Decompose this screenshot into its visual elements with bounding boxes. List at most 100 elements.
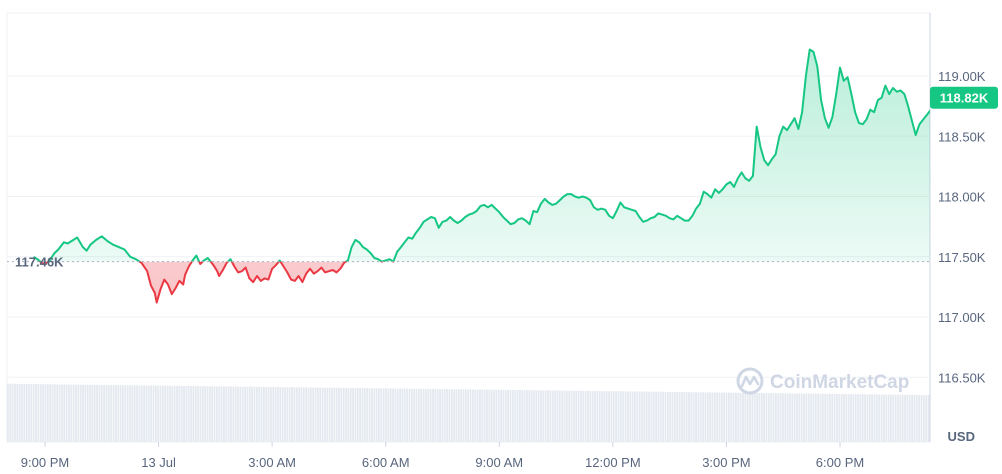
volume-bar: [39, 384, 42, 442]
volume-bar: [800, 393, 803, 442]
volume-bar: [239, 386, 242, 442]
volume-bar: [791, 393, 794, 442]
volume-bar: [185, 386, 188, 442]
volume-bar: [772, 393, 775, 442]
volume-bar: [890, 394, 892, 442]
volume-bar: [549, 390, 552, 442]
volume-bar: [894, 394, 897, 442]
volume-bar: [521, 390, 524, 442]
volume-bar: [293, 387, 296, 442]
volume-bar: [72, 384, 75, 442]
last-price-badge-bg: [930, 86, 998, 109]
volume-bar: [864, 394, 866, 442]
volume-bar: [540, 390, 542, 442]
volume-bar: [918, 395, 921, 442]
volume-bar: [699, 392, 702, 442]
volume-bar: [237, 386, 239, 442]
volume-bar: [349, 387, 352, 442]
volume-bar: [922, 395, 925, 442]
volume-bar: [558, 390, 561, 442]
volume-bar: [906, 394, 909, 442]
volume-bar: [98, 385, 101, 442]
volume-bar: [570, 390, 573, 442]
volume-bar: [396, 388, 399, 442]
volume-bar: [439, 389, 441, 442]
volume-bar: [298, 387, 300, 442]
volume-bar: [526, 390, 528, 442]
volume-bar: [385, 388, 387, 442]
volume-bar: [410, 388, 413, 442]
volume-bar: [584, 390, 587, 442]
volume-bar: [732, 392, 735, 442]
volume-bar: [885, 394, 888, 442]
volume-bar: [178, 385, 181, 442]
volume-bar: [37, 383, 40, 442]
volume-bar: [413, 388, 416, 442]
volume-bar: [845, 394, 848, 442]
volume-bar: [587, 390, 589, 442]
volume-bar: [716, 392, 719, 442]
volume-bar: [603, 391, 606, 442]
volume-bar: [650, 391, 653, 442]
volume-bar: [497, 389, 500, 442]
volume-bar: [51, 384, 54, 442]
volume-bar: [688, 392, 690, 442]
volume-bar: [664, 391, 667, 442]
volume-bar: [371, 388, 373, 442]
volume-bar: [331, 387, 333, 442]
volume-bar: [429, 389, 432, 442]
volume-bar: [725, 392, 728, 442]
volume-bar: [659, 391, 662, 442]
volume-bar: [674, 391, 676, 442]
open-price-label: 117.46K: [15, 255, 64, 270]
volume-bar: [187, 385, 190, 442]
volume-bar: [154, 385, 157, 442]
x-tick-label: 6:00 AM: [362, 455, 410, 469]
volume-bar: [373, 388, 376, 442]
volume-bar: [784, 393, 787, 442]
volume-bar: [920, 394, 923, 442]
volume-bar: [483, 389, 486, 442]
volume-bar: [476, 389, 479, 442]
volume-bar: [147, 385, 150, 442]
volume-bar: [129, 385, 131, 442]
x-tick-label: 3:00 PM: [702, 455, 750, 469]
volume-bar: [441, 389, 444, 442]
x-axis-ticks: 9:00 PM 13 Jul 3:00 AM 6:00 AM 9:00 AM 12:00 …: [21, 442, 864, 470]
volume-bar: [479, 389, 481, 442]
volume-bar: [340, 387, 343, 442]
volume-bar: [408, 388, 411, 442]
volume-bar: [302, 387, 305, 442]
volume-bar: [446, 389, 448, 442]
volume-bar: [774, 393, 777, 442]
volume-bar: [598, 391, 601, 442]
volume-bar: [11, 383, 14, 442]
volume-bar: [767, 393, 770, 442]
volume-bar: [624, 391, 627, 442]
volume-bar: [511, 389, 514, 442]
price-area-up: [33, 49, 930, 262]
volume-bar: [312, 387, 315, 442]
volume-bar: [861, 394, 864, 442]
volume-bar: [180, 385, 183, 442]
volume-bar: [561, 390, 564, 442]
volume-bar: [206, 386, 209, 442]
volume-bar: [702, 392, 704, 442]
volume-bar: [789, 393, 791, 442]
volume-bar: [133, 385, 136, 442]
volume-bar: [126, 385, 129, 442]
volume-bar: [253, 386, 256, 442]
volume-bar: [225, 386, 228, 442]
volume-bar: [234, 386, 237, 442]
volume-bar: [763, 393, 765, 442]
volume-bar: [871, 394, 874, 442]
volume-bar: [770, 393, 773, 442]
volume-bar: [300, 387, 303, 442]
y-axis-ticks: 119.00K 118.50K 118.00K 117.50K 117.00K 116.5…: [938, 69, 986, 385]
volume-bar: [504, 389, 507, 442]
volume-bar: [42, 384, 44, 442]
volume-bar: [739, 392, 742, 442]
volume-bar: [333, 387, 336, 442]
volume-bar: [678, 392, 681, 442]
x-tick-label: 3:00 AM: [248, 455, 296, 469]
